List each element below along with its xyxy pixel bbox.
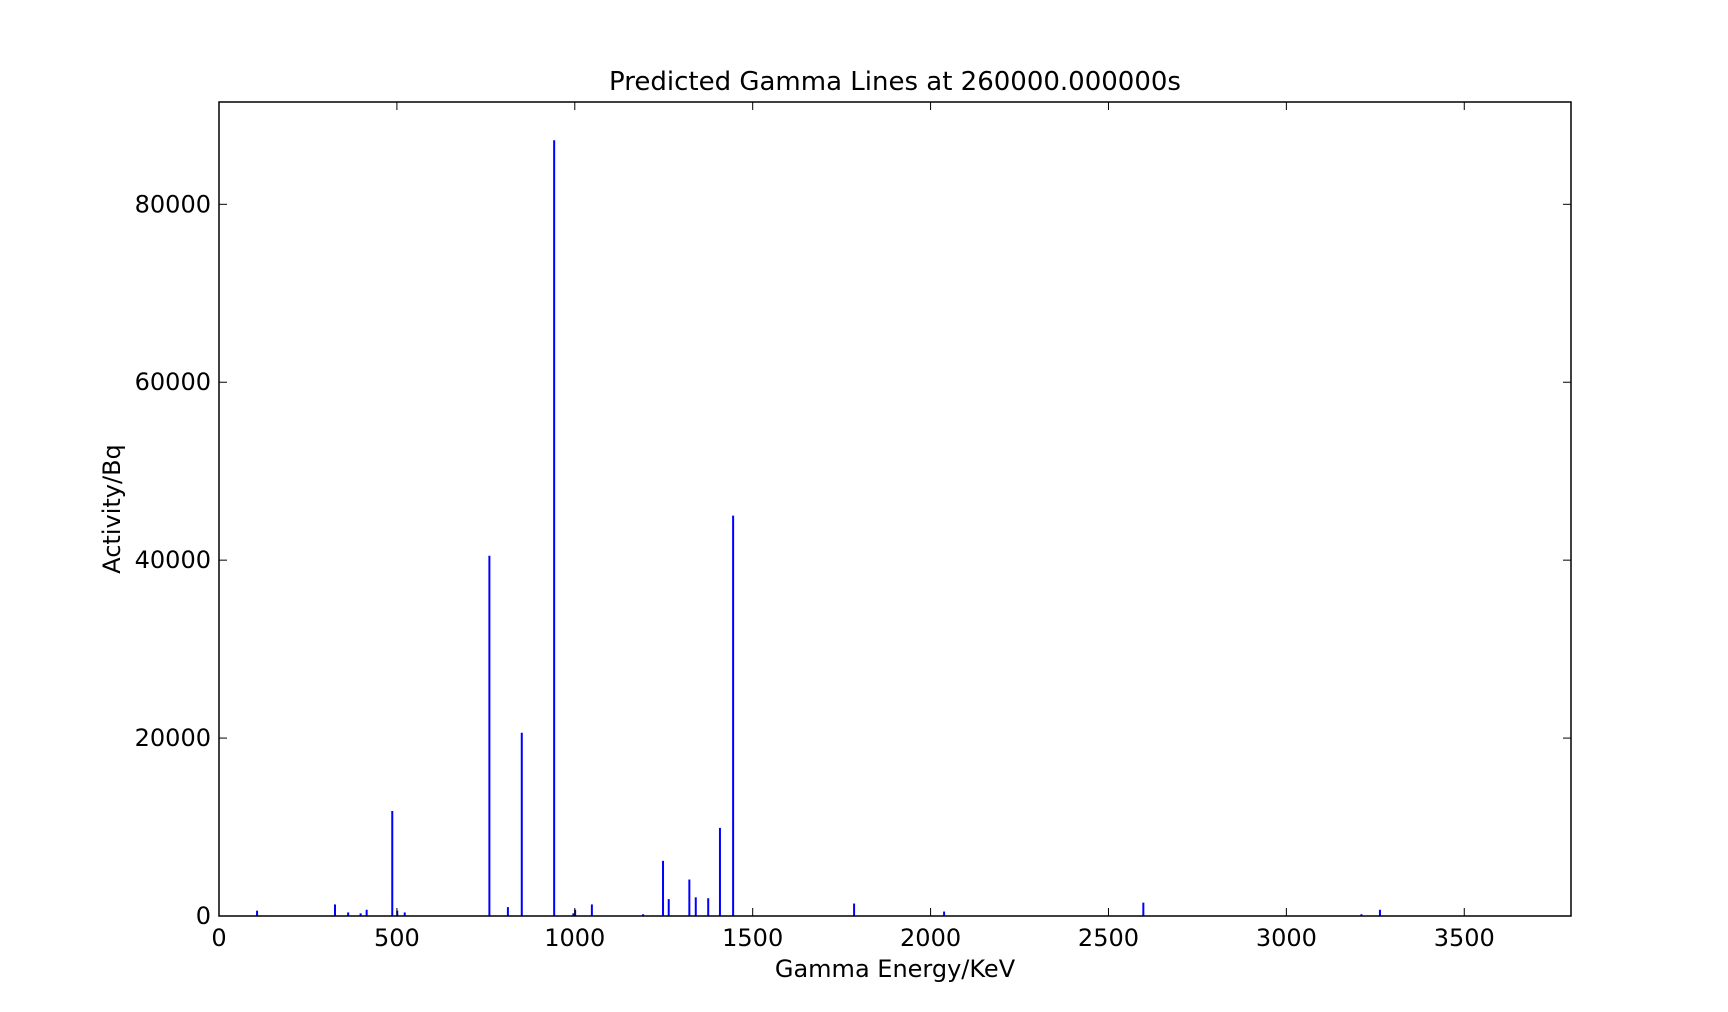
x-axis-label: Gamma Energy/KeV xyxy=(775,955,1016,983)
x-tick-label: 2000 xyxy=(900,924,961,952)
x-tick-label: 500 xyxy=(374,924,420,952)
bars-layer xyxy=(256,140,1381,916)
x-tick-label: 0 xyxy=(211,924,226,952)
chart-title: Predicted Gamma Lines at 260000.000000s xyxy=(609,67,1181,97)
y-tick-label: 80000 xyxy=(135,190,211,218)
plot-frame xyxy=(218,101,1572,917)
y-tick-label: 60000 xyxy=(135,368,211,396)
y-tick-label: 20000 xyxy=(135,724,211,752)
y-tick-label: 0 xyxy=(196,902,211,930)
x-tick-label: 1000 xyxy=(544,924,605,952)
x-tick-label: 1500 xyxy=(722,924,783,952)
y-axis-label: Activity/Bq xyxy=(98,444,126,574)
ticks-layer: 0 500 1000 1500 2000 2500 3000 3500 0 20000 40000 6… xyxy=(135,102,1571,952)
y-tick-label: 40000 xyxy=(135,546,211,574)
x-tick-label: 2500 xyxy=(1078,924,1139,952)
x-tick-label: 3500 xyxy=(1434,924,1495,952)
x-tick-label: 3000 xyxy=(1256,924,1317,952)
